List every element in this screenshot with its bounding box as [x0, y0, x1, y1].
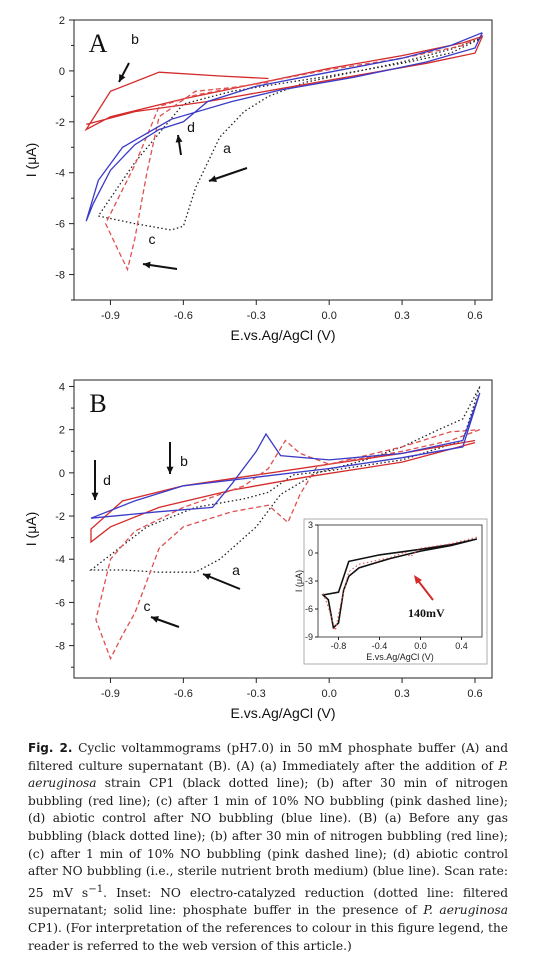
- inset-y-tick-label: -6: [305, 604, 313, 614]
- inset-y-tick-label: 3: [308, 520, 313, 530]
- chart-panel-B: -0.9 -0.6 -0.3 0.0 0.3 0.6 4 2 0 -2 -4 -6 -8 E.vs.Ag/…: [23, 379, 493, 721]
- x-tick-label: 0.0: [322, 688, 337, 700]
- inset-y-tick-label: -3: [305, 576, 313, 586]
- inset-x-tick-label: -0.4: [372, 641, 388, 651]
- arrow-head: [151, 616, 159, 623]
- y-tick-label: 0: [59, 468, 65, 480]
- curve-label-a: a: [232, 562, 240, 578]
- inset-x-axis-label: E.vs.Ag/AgCl (V): [366, 652, 434, 662]
- series-line-c: [104, 34, 483, 272]
- figure-svg: -0.9 -0.6 -0.3 0.0 0.3 0.6 2 0 -2 -4 -6 -8 E.vs.Ag/A…: [23, 15, 493, 721]
- series-line-d: [90, 392, 481, 519]
- inset-x-tick-label: 0.4: [455, 641, 468, 651]
- y-axis-label: I (μA): [23, 512, 39, 547]
- caption-text-3: . Inset: NO electro-catalyzed reduction …: [28, 885, 508, 918]
- inset-x-tick-label: -0.8: [331, 641, 347, 651]
- series-line-a: [97, 37, 483, 231]
- y-tick-label: -6: [55, 219, 65, 231]
- x-tick-label: -0.9: [101, 688, 120, 700]
- caption-text-2: strain CP1 (black dotted line); (b) afte…: [28, 776, 508, 900]
- x-tick-label: 0.3: [394, 310, 409, 322]
- y-axis-label: I (μA): [23, 143, 39, 178]
- curve-label-b: b: [131, 31, 139, 47]
- inset-x-tick-label: 0.0: [414, 641, 427, 651]
- x-tick-label: 0.3: [394, 688, 409, 700]
- y-tick-label: -2: [55, 511, 65, 523]
- caption-superscript: −1: [88, 883, 104, 895]
- inset-series-0: [321, 538, 478, 630]
- y-tick-label: -2: [55, 117, 65, 129]
- x-axis-label: E.vs.Ag/AgCl (V): [230, 327, 335, 343]
- caption-species-2: P. aeruginosa: [423, 903, 508, 918]
- inset-y-axis-label: I (μA): [294, 570, 304, 592]
- curve-label-d: d: [103, 472, 111, 488]
- series-line-b: [90, 439, 476, 544]
- y-tick-label: -8: [55, 641, 65, 653]
- x-tick-label: -0.6: [174, 310, 193, 322]
- inset-arrow-head: [414, 575, 422, 584]
- x-tick-label: -0.3: [247, 310, 266, 322]
- y-tick-label: -4: [55, 554, 65, 566]
- y-tick-label: 2: [59, 425, 65, 437]
- curve-label-d: d: [187, 119, 195, 135]
- series-line-b: [84, 35, 484, 132]
- inset-y-tick-label: -9: [305, 632, 313, 642]
- plot-frame: [73, 379, 493, 679]
- caption-label: Fig. 2.: [28, 741, 73, 755]
- inset-chart: -0.8 -0.4 0.0 0.4 3 0 -3 -6 -9 E.vs.Ag/AgCl (V) I …: [294, 518, 488, 665]
- x-tick-label: 0.0: [322, 310, 337, 322]
- x-axis-label: E.vs.Ag/AgCl (V): [230, 705, 335, 721]
- plot-frame: [73, 19, 493, 301]
- y-tick-label: -8: [55, 270, 65, 282]
- caption-species-1: P. aeruginosa: [28, 758, 508, 791]
- x-tick-label: 0.6: [467, 688, 482, 700]
- arrow-head: [91, 492, 99, 500]
- arrow-head: [166, 466, 174, 474]
- y-tick-label: -4: [55, 168, 65, 180]
- arrow-head: [143, 261, 151, 269]
- inset-series-1: [322, 536, 478, 631]
- caption-text-1: Cyclic voltammograms (pH7.0) in 50 mM ph…: [28, 741, 508, 773]
- arrow-head: [119, 74, 126, 82]
- y-tick-label: -6: [55, 597, 65, 609]
- inset-annotation: 140mV: [408, 606, 445, 620]
- curve-label-c: c: [149, 231, 156, 247]
- figure: -0.9 -0.6 -0.3 0.0 0.3 0.6 2 0 -2 -4 -6 -8 E.vs.Ag/A…: [23, 15, 508, 953]
- y-tick-label: 0: [59, 66, 65, 78]
- curve-label-a: a: [223, 140, 231, 156]
- chart-panel-A: -0.9 -0.6 -0.3 0.0 0.3 0.6 2 0 -2 -4 -6 -8 E.vs.Ag/A…: [23, 15, 493, 343]
- series-line-c: [95, 429, 481, 661]
- y-tick-label: 4: [59, 381, 65, 393]
- y-tick-label: 2: [59, 15, 65, 27]
- x-tick-label: -0.9: [101, 310, 120, 322]
- curve-label-b: b: [180, 453, 188, 469]
- caption-text-4: CP1). (For interpretation of the referen…: [28, 921, 508, 953]
- series-line-d: [85, 32, 483, 222]
- x-tick-label: -0.6: [174, 688, 193, 700]
- figure-caption: Fig. 2. Cyclic voltammograms (pH7.0) in …: [28, 740, 508, 955]
- arrow-head: [175, 135, 183, 143]
- curve-label-c: c: [144, 598, 151, 614]
- x-tick-label: 0.6: [467, 310, 482, 322]
- arrow-head: [203, 573, 211, 580]
- panel-label: B: [89, 389, 106, 418]
- x-tick-label: -0.3: [247, 688, 266, 700]
- inset-y-tick-label: 0: [308, 548, 313, 558]
- arrow-head: [209, 175, 217, 182]
- panel-label: A: [89, 29, 108, 58]
